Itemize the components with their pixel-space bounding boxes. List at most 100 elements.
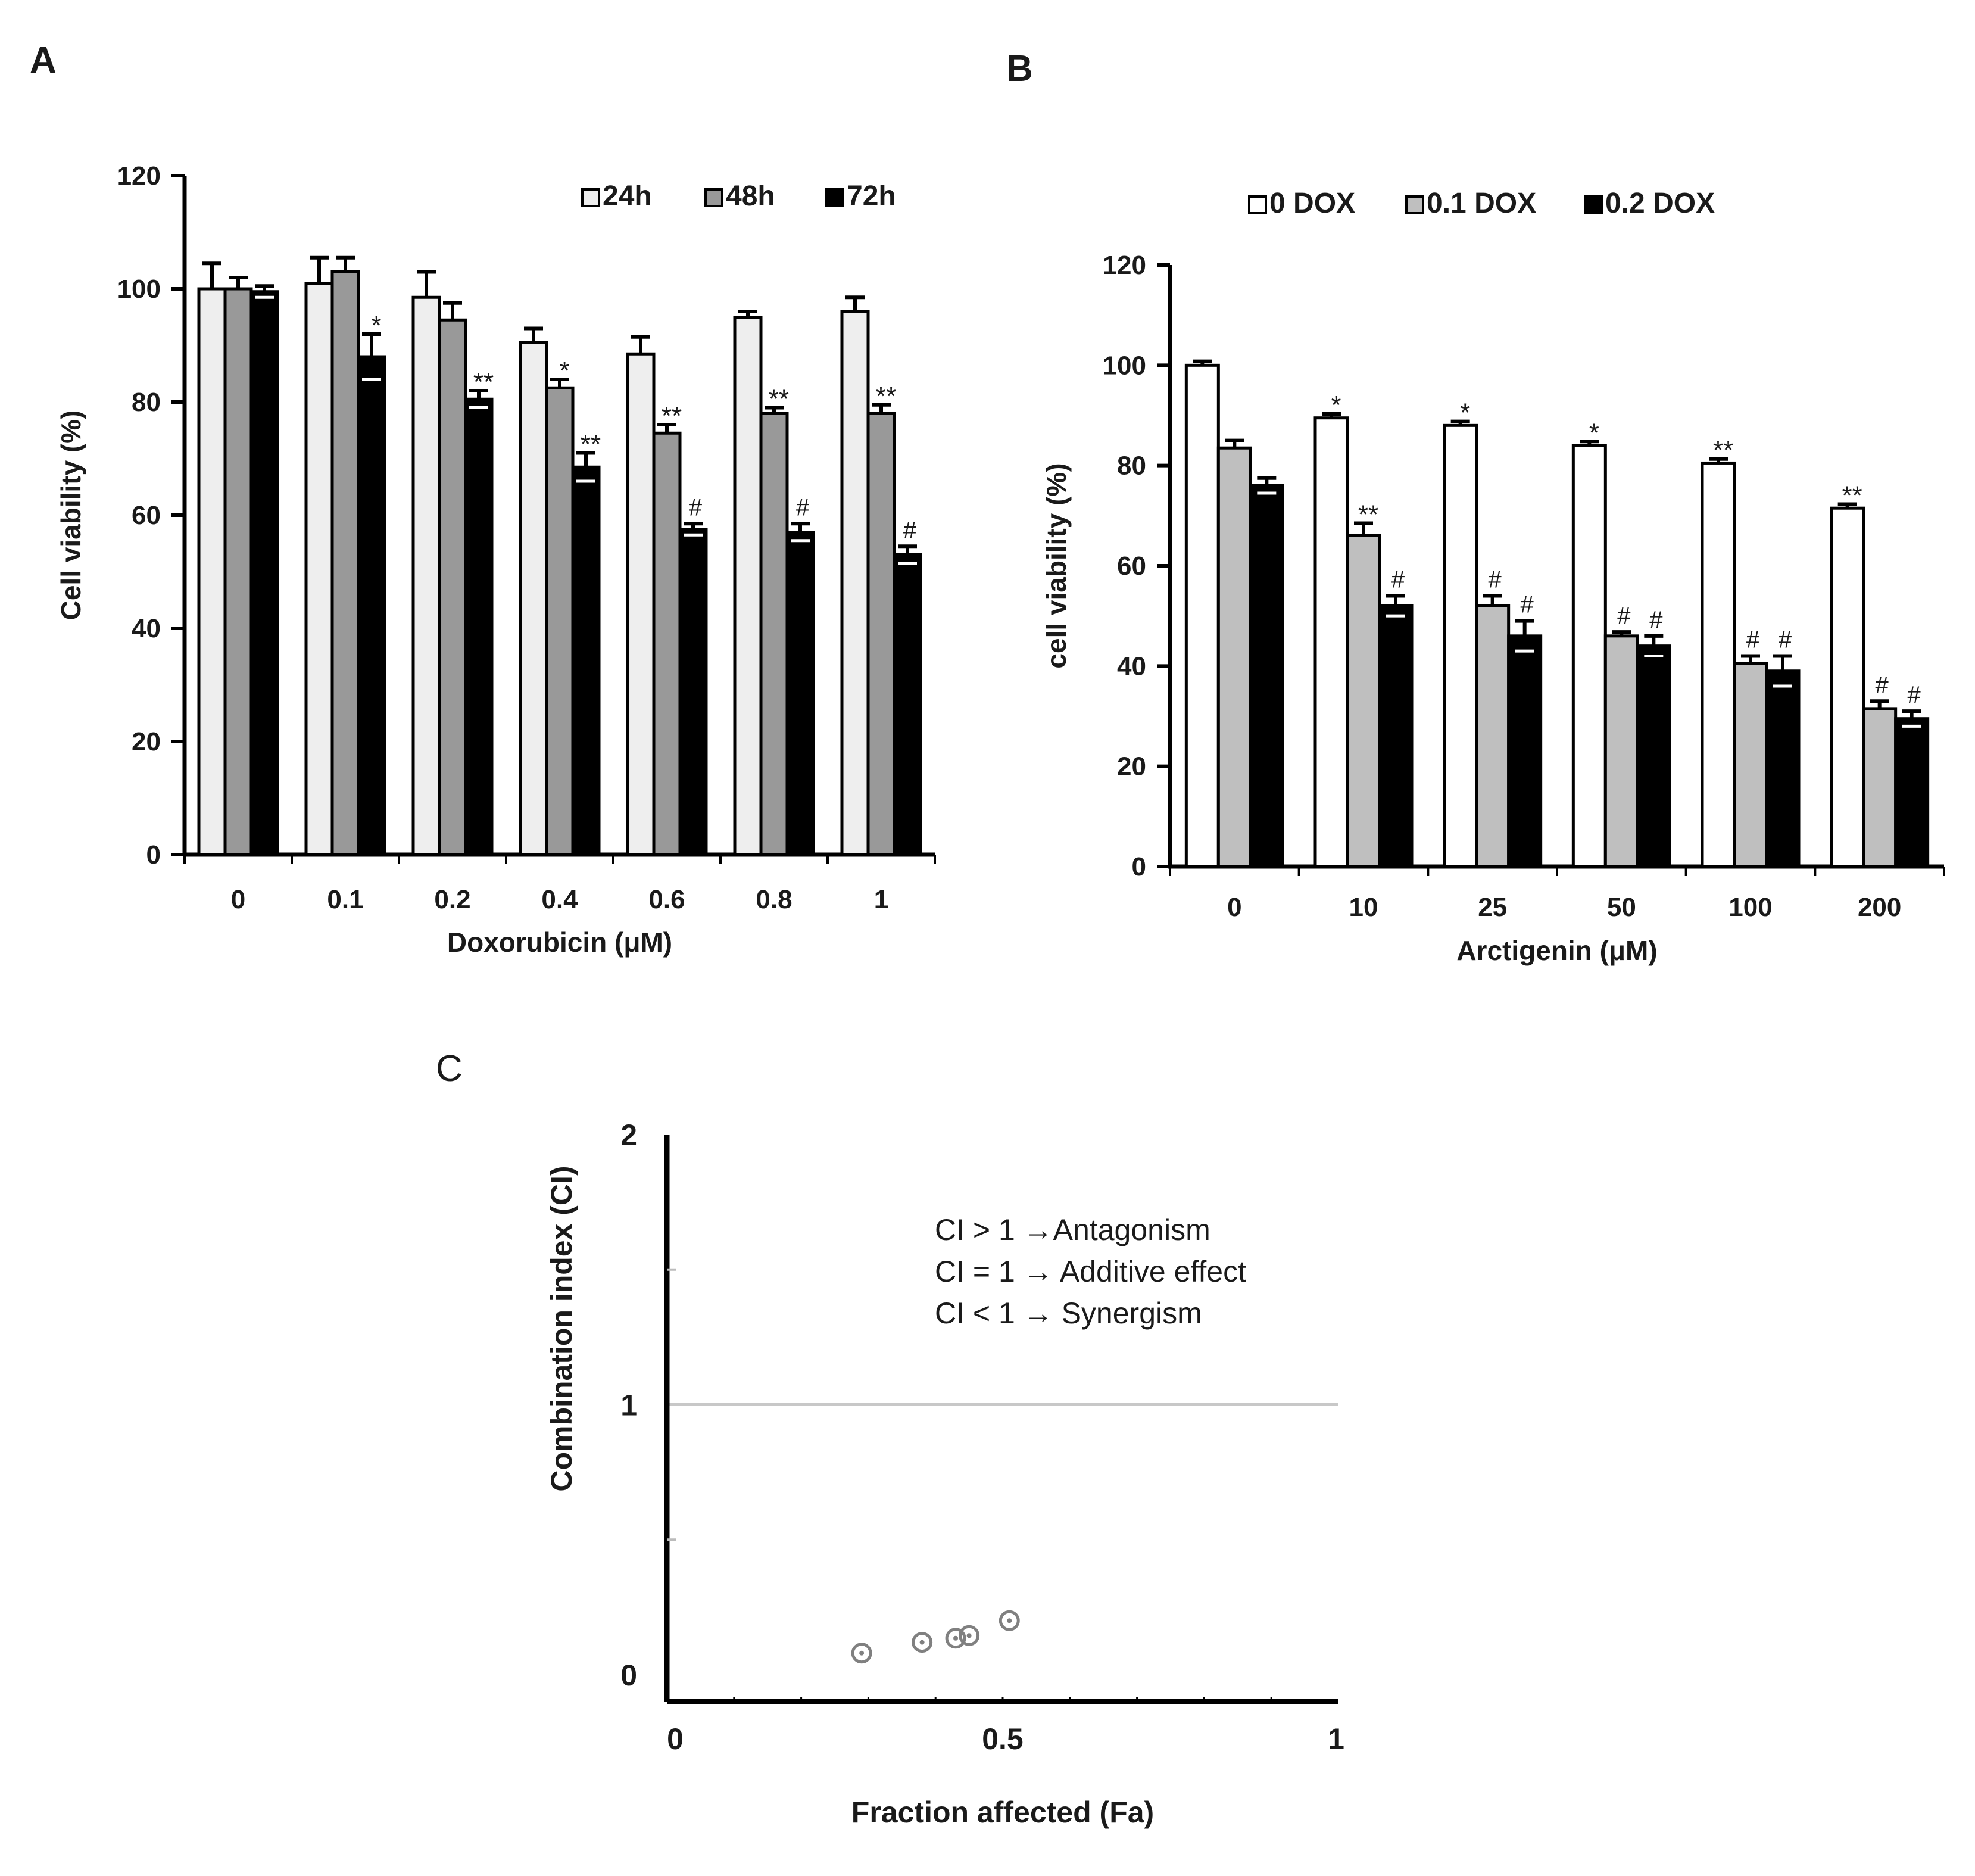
chart-b-significance-mark: *: [1460, 398, 1470, 428]
chart-c-annotation: CI < 1 → Synergism: [935, 1297, 1202, 1330]
chart-b-bar-0-1-dox: [1733, 662, 1768, 868]
chart-c-data-point-center: [1007, 1618, 1012, 1623]
chart-a-significance-mark: *: [559, 356, 569, 385]
chart-c-data-point: [945, 1628, 966, 1649]
chart-a-significance-mark: **: [473, 367, 494, 397]
chart-b-y-tick-label: 80: [1117, 451, 1146, 481]
chart-c-y-tick-label: 2: [620, 1118, 637, 1152]
chart-b-category-label: 200: [1858, 893, 1901, 922]
chart-c-y-title: Combination index (CI): [545, 1166, 578, 1491]
chart-b-significance-mark: **: [1713, 436, 1733, 465]
chart-b-category-label: 10: [1349, 893, 1378, 922]
chart-a-bar-48h: [223, 287, 253, 856]
chart-c-annotation: CI > 1 →Antagonism: [935, 1213, 1210, 1246]
chart-c-data-point: [912, 1632, 933, 1653]
chart-b-significance-mark: #: [1649, 607, 1663, 633]
chart-a-y-tick-label: 0: [146, 840, 161, 870]
chart-b-significance-mark: #: [1746, 627, 1760, 653]
chart-b-significance-mark: **: [1842, 481, 1862, 510]
chart-b-y-tick-label: 40: [1117, 652, 1146, 681]
chart-a-y-tick-label: 40: [132, 614, 161, 643]
chart-b-bar-0-2-dox: [1507, 634, 1543, 868]
chart-a-legend-label: 72h: [847, 180, 896, 212]
chart-a-y-tick-label: 20: [132, 727, 161, 756]
chart-a-significance-mark: #: [689, 494, 703, 521]
chart-a-category-label: 0.4: [541, 885, 578, 914]
chart-b-significance-mark: #: [1617, 603, 1631, 629]
chart-a-significance-mark: #: [903, 517, 917, 543]
chart-b-legend-swatch: [1584, 195, 1603, 214]
chart-a-bar-48h: [759, 412, 789, 856]
chart-c-data-point-center: [859, 1650, 865, 1656]
chart-b-x-title: Arctigenin (μM): [1456, 935, 1657, 966]
chart-b-bar-0-1-dox: [1475, 604, 1511, 868]
chart-a-bar-24h: [519, 341, 548, 856]
chart-b-bar-0-2-dox: [1378, 604, 1414, 868]
chart-a-bar-24h: [411, 295, 441, 856]
chart-b-significance-mark: *: [1589, 418, 1599, 447]
chart-a-y-title: Cell viability (%): [55, 410, 86, 621]
chart-b-bar-0-1-dox: [1862, 707, 1898, 868]
chart-a-y-tick-label: 80: [132, 388, 161, 417]
chart-c-data-point-center: [953, 1635, 959, 1641]
chart-a-category-label: 0: [231, 885, 245, 914]
chart-c-x-title: Fraction affected (Fa): [851, 1796, 1154, 1829]
chart-a-bar-72h: [357, 355, 386, 856]
chart-b-y-tick-label: 20: [1117, 752, 1146, 781]
chart-b-category-label: 25: [1478, 893, 1507, 922]
chart-b-legend-label: 0.2 DOX: [1605, 188, 1715, 219]
chart-b-bar-0-2-dox: [1765, 669, 1801, 868]
chart-b-bar-0-1-dox: [1603, 634, 1639, 868]
chart-a-significance-mark: **: [876, 382, 896, 411]
chart-b-bar-0-1-dox: [1216, 446, 1252, 868]
chart-c-combination-index: 0 1 2 0 0.5 1 CI > 1 →Antagonism CI = 1 → Addit…: [545, 1118, 1344, 1829]
chart-a-significance-mark: **: [769, 385, 789, 414]
chart-a-category-label: 0.6: [648, 885, 685, 914]
chart-b-bar-0-2-dox: [1636, 644, 1671, 868]
chart-a-bar-72h: [893, 553, 922, 856]
chart-b-category-label: 0: [1227, 893, 1241, 922]
chart-b-significance-mark: #: [1391, 567, 1405, 593]
chart-b-category-label: 50: [1607, 893, 1636, 922]
chart-b-y-tick-label: 100: [1103, 351, 1146, 380]
chart-a-significance-mark: *: [371, 311, 381, 340]
chart-b-y-tick-label: 120: [1103, 251, 1146, 280]
chart-a-legend-swatch: [825, 188, 844, 207]
panel-label-a: A: [30, 40, 57, 81]
chart-a-bar-72h: [678, 528, 708, 856]
chart-a-bar-72h: [249, 290, 279, 856]
chart-c-annotation: CI = 1 → Additive effect: [935, 1255, 1246, 1288]
chart-c-data-point: [959, 1625, 980, 1646]
chart-b-significance-mark: #: [1908, 682, 1921, 708]
chart-a-y-tick-label: 60: [132, 501, 161, 530]
chart-a-y-tick-label: 100: [117, 275, 161, 304]
chart-a-bar-24h: [304, 282, 334, 856]
chart-a-bar-48h: [330, 270, 360, 856]
chart-a-significance-mark: **: [581, 430, 601, 459]
chart-b-significance-mark: **: [1358, 500, 1378, 529]
chart-b-bar-0-dox: [1313, 416, 1349, 868]
chart-b-bar-0-dox: [1443, 423, 1478, 868]
chart-b-bar-0-2-dox: [1894, 717, 1930, 868]
chart-a-bar-24h: [626, 352, 656, 856]
chart-a-y-tick-label: 120: [117, 161, 161, 191]
chart-b-bar-0-dox: [1830, 506, 1865, 868]
chart-b-y-tick-label: 0: [1132, 852, 1146, 881]
chart-b-significance-mark: #: [1521, 592, 1534, 618]
chart-b-legend-label: 0 DOX: [1269, 188, 1355, 219]
chart-a-bar-72h: [785, 531, 815, 856]
chart-b-significance-mark: #: [1876, 672, 1889, 698]
chart-c-x-tick-label: 0.5: [982, 1722, 1024, 1756]
chart-c-y-tick-label: 0: [620, 1659, 637, 1692]
chart-a-significance-mark: #: [796, 494, 810, 521]
chart-a-bar-48h: [545, 386, 575, 856]
chart-a-significance-mark: **: [662, 401, 682, 431]
chart-b-category-label: 100: [1728, 893, 1772, 922]
chart-b-y-title: cell viability (%): [1041, 463, 1072, 668]
chart-a-category-label: 0.2: [434, 885, 470, 914]
chart-b-y-tick-label: 60: [1117, 551, 1146, 581]
chart-c-data-point-center: [966, 1633, 972, 1638]
